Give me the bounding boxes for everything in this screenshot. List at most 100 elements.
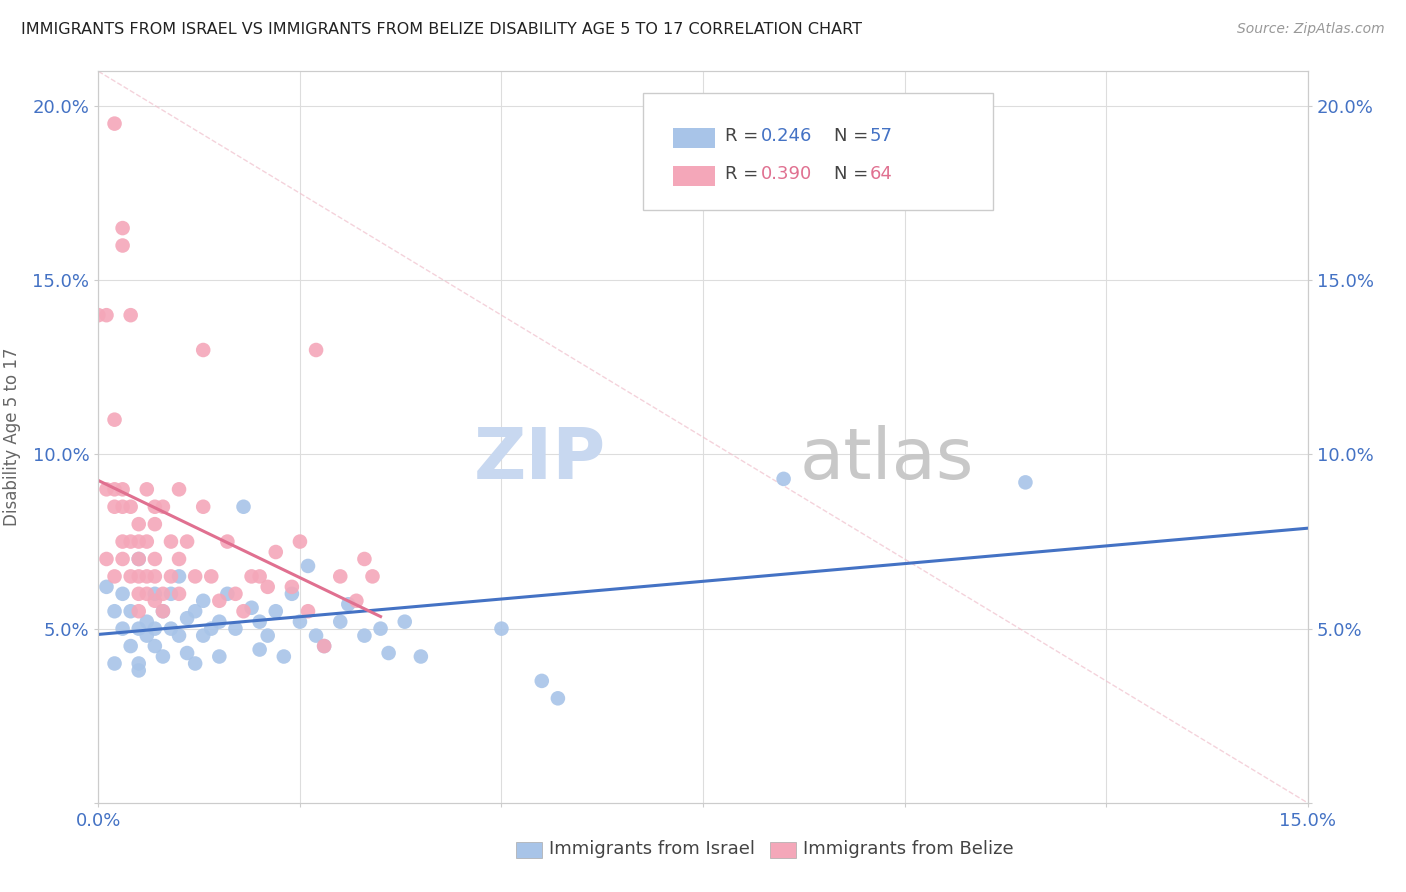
Point bbox=[288, 534, 311, 549]
Point bbox=[143, 517, 166, 532]
Point bbox=[167, 629, 190, 643]
Point bbox=[143, 639, 166, 653]
Point bbox=[111, 552, 134, 566]
Point bbox=[120, 534, 142, 549]
Point bbox=[314, 639, 336, 653]
Point bbox=[160, 569, 183, 583]
Point bbox=[143, 552, 166, 566]
Point bbox=[353, 552, 375, 566]
Point bbox=[217, 587, 239, 601]
Point bbox=[103, 569, 125, 583]
Point bbox=[128, 552, 150, 566]
Point bbox=[167, 552, 190, 566]
Point bbox=[305, 629, 328, 643]
Point bbox=[329, 615, 352, 629]
Point bbox=[103, 117, 125, 131]
Point bbox=[135, 615, 157, 629]
Point bbox=[120, 308, 142, 322]
Y-axis label: Disability Age 5 to 17: Disability Age 5 to 17 bbox=[3, 348, 21, 526]
FancyBboxPatch shape bbox=[672, 166, 716, 186]
Point bbox=[96, 308, 118, 322]
Point bbox=[135, 629, 157, 643]
Point bbox=[167, 569, 190, 583]
Point bbox=[87, 308, 110, 322]
Point bbox=[329, 569, 352, 583]
Point bbox=[135, 483, 157, 497]
Point bbox=[160, 587, 183, 601]
Point bbox=[491, 622, 513, 636]
Point bbox=[208, 594, 231, 608]
Point bbox=[184, 657, 207, 671]
Point bbox=[232, 604, 254, 618]
Point bbox=[120, 639, 142, 653]
Point bbox=[314, 639, 336, 653]
Point bbox=[143, 569, 166, 583]
Point bbox=[167, 483, 190, 497]
Point bbox=[184, 569, 207, 583]
Point bbox=[111, 534, 134, 549]
Point bbox=[135, 569, 157, 583]
Point bbox=[249, 569, 271, 583]
Point bbox=[111, 500, 134, 514]
Text: 64: 64 bbox=[870, 165, 893, 183]
Point bbox=[240, 569, 263, 583]
Point bbox=[111, 238, 134, 252]
Point bbox=[103, 604, 125, 618]
Point bbox=[143, 500, 166, 514]
Point bbox=[208, 649, 231, 664]
Point bbox=[232, 500, 254, 514]
Point bbox=[167, 587, 190, 601]
Point bbox=[96, 580, 118, 594]
Point bbox=[152, 500, 174, 514]
Text: R =: R = bbox=[724, 165, 763, 183]
Point bbox=[128, 517, 150, 532]
Point bbox=[281, 587, 304, 601]
Text: atlas: atlas bbox=[800, 425, 974, 493]
Point bbox=[120, 500, 142, 514]
Point bbox=[103, 483, 125, 497]
Point bbox=[193, 500, 215, 514]
Point bbox=[288, 615, 311, 629]
Point bbox=[370, 622, 392, 636]
Point bbox=[176, 534, 198, 549]
Point bbox=[103, 412, 125, 426]
Point bbox=[128, 587, 150, 601]
Point bbox=[143, 587, 166, 601]
Text: ZIP: ZIP bbox=[474, 425, 606, 493]
Point bbox=[547, 691, 569, 706]
Point bbox=[200, 569, 222, 583]
Point bbox=[337, 597, 360, 611]
Point bbox=[143, 594, 166, 608]
Point bbox=[208, 615, 231, 629]
Point bbox=[128, 657, 150, 671]
FancyBboxPatch shape bbox=[672, 128, 716, 148]
Point bbox=[135, 587, 157, 601]
Point bbox=[128, 622, 150, 636]
Point bbox=[152, 604, 174, 618]
Point bbox=[409, 649, 432, 664]
Point bbox=[128, 552, 150, 566]
Point bbox=[128, 604, 150, 618]
Point bbox=[297, 604, 319, 618]
Point bbox=[200, 622, 222, 636]
FancyBboxPatch shape bbox=[516, 841, 543, 858]
Text: Immigrants from Belize: Immigrants from Belize bbox=[803, 840, 1014, 858]
FancyBboxPatch shape bbox=[643, 94, 993, 211]
Point bbox=[143, 622, 166, 636]
Text: 0.246: 0.246 bbox=[761, 127, 813, 145]
Point bbox=[1014, 475, 1036, 490]
Point bbox=[128, 534, 150, 549]
Text: R =: R = bbox=[724, 127, 763, 145]
Text: Source: ZipAtlas.com: Source: ZipAtlas.com bbox=[1237, 22, 1385, 37]
Point bbox=[297, 558, 319, 573]
Point bbox=[256, 580, 278, 594]
Text: 57: 57 bbox=[870, 127, 893, 145]
Text: 0.390: 0.390 bbox=[761, 165, 813, 183]
Text: IMMIGRANTS FROM ISRAEL VS IMMIGRANTS FROM BELIZE DISABILITY AGE 5 TO 17 CORRELAT: IMMIGRANTS FROM ISRAEL VS IMMIGRANTS FRO… bbox=[21, 22, 862, 37]
Point bbox=[160, 622, 183, 636]
Point bbox=[394, 615, 416, 629]
Point bbox=[152, 587, 174, 601]
Point bbox=[111, 483, 134, 497]
Point bbox=[160, 534, 183, 549]
Point bbox=[111, 622, 134, 636]
